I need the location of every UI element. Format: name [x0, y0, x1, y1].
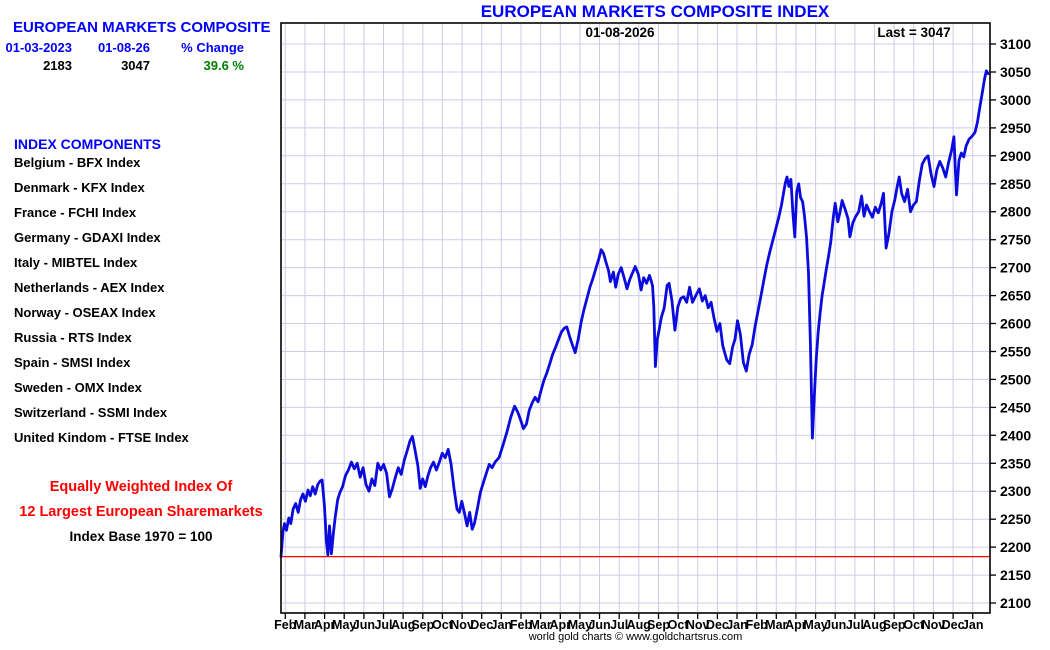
chart-title: EUROPEAN MARKETS COMPOSITE INDEX — [480, 2, 830, 21]
x-axis-tick-label: Aug — [627, 618, 651, 632]
date-range-row: 01-03-2023 01-08-26 % Change — [2, 40, 245, 55]
x-axis-tick-label: Sep — [647, 618, 670, 632]
x-axis-tick-label: Jul — [610, 618, 628, 632]
x-axis-tick-label: May — [568, 618, 592, 632]
plot-border — [280, 22, 991, 614]
x-axis-tick-label: Dec — [706, 618, 729, 632]
component-item: France - FCHI Index — [14, 205, 137, 220]
y-axis-tick-label: 2450 — [1000, 399, 1031, 415]
x-axis-tick-label: May — [803, 618, 827, 632]
component-item: Germany - GDAXI Index — [14, 230, 161, 245]
component-item: Sweden - OMX Index — [14, 380, 142, 395]
panel-title: EUROPEAN MARKETS COMPOSITE — [13, 19, 271, 36]
footer-caption: world gold charts © www.goldchartsrus.co… — [528, 631, 743, 643]
x-axis-tick-label: Sep — [883, 618, 906, 632]
x-axis-tick-label: Jul — [846, 618, 864, 632]
y-axis-tick-label: 2600 — [1000, 316, 1031, 332]
component-item: Netherlands - AEX Index — [14, 280, 165, 295]
y-axis-tick-label: 2350 — [1000, 455, 1031, 471]
x-axis-tick-label: Feb — [510, 618, 533, 632]
y-axis-tick-label: 2400 — [1000, 427, 1031, 443]
x-axis-tick-label: Apr — [785, 618, 807, 632]
start-value: 2183 — [43, 58, 72, 73]
x-axis-tick-label: Oct — [668, 618, 690, 632]
x-axis-tick-label: Mar — [529, 618, 551, 632]
x-axis-tick-label: Jan — [491, 618, 513, 632]
y-axis-tick-label: 3000 — [1000, 92, 1031, 108]
x-axis-tick-label: Jun — [353, 618, 375, 632]
x-axis-tick-label: Jan — [726, 618, 748, 632]
x-axis-tick-label: Jun — [588, 618, 610, 632]
x-axis-tick-label: Feb — [274, 618, 297, 632]
y-axis-tick-label: 2500 — [1000, 371, 1031, 387]
components-list: Belgium - BFX Index Denmark - KFX Index Fr… — [14, 150, 284, 450]
component-item: Switzerland - SSMI Index — [14, 405, 168, 420]
x-axis-tick-label: Feb — [746, 618, 769, 632]
x-axis-tick-label: Aug — [391, 618, 415, 632]
x-axis-tick-label: Jun — [824, 618, 846, 632]
y-axis-tick-label: 2800 — [1000, 204, 1031, 220]
y-axis-tick-label: 2700 — [1000, 260, 1031, 276]
x-axis-tick-label: Mar — [294, 618, 316, 632]
y-axis-tick-label: 2250 — [1000, 511, 1031, 527]
y-axis-tick-label: 2650 — [1000, 288, 1031, 304]
component-item: Denmark - KFX Index — [14, 180, 145, 195]
component-item: United Kindom - FTSE Index — [14, 430, 189, 445]
chart-top-date-label: 01-08-2026 — [585, 25, 655, 40]
component-item: Norway - OSEAX Index — [14, 305, 156, 320]
y-axis-tick-label: 2850 — [1000, 176, 1031, 192]
y-axis-tick-label: 2200 — [1000, 539, 1031, 555]
values-row: 2183 3047 39.6 % — [2, 58, 244, 73]
component-item: Russia - RTS Index — [14, 330, 132, 345]
y-axis-tick-label: 3100 — [1000, 36, 1031, 52]
note-index-base: Index Base 1970 = 100 — [69, 529, 213, 544]
end-value: 3047 — [121, 58, 150, 73]
x-axis-tick-label: May — [332, 618, 356, 632]
y-axis-tick-label: 2550 — [1000, 344, 1031, 360]
x-axis-tick-label: Sep — [411, 618, 434, 632]
x-axis-tick-label: Jan — [962, 618, 984, 632]
x-axis-tick-label: Oct — [432, 618, 454, 632]
x-axis-tick-label: Nov — [922, 618, 946, 632]
y-axis-tick-label: 2950 — [1000, 120, 1031, 136]
x-axis-tick-label: Apr — [314, 618, 336, 632]
x-axis-tick-label: Aug — [862, 618, 886, 632]
end-date-label: 01-08-26 — [97, 40, 150, 55]
components-title: INDEX COMPONENTS — [14, 136, 162, 152]
change-header-label: % Change — [181, 40, 244, 55]
x-axis-tick-label: Jul — [374, 618, 392, 632]
change-value: 39.6 % — [203, 58, 244, 73]
x-axis-tick-label: Dec — [470, 618, 493, 632]
component-item: Italy - MIBTEL Index — [14, 255, 138, 270]
x-axis-tick-label: Oct — [903, 618, 925, 632]
price-line — [279, 69, 990, 558]
x-axis-tick-label: Nov — [686, 618, 710, 632]
y-axis-tick-label: 2100 — [1000, 595, 1031, 611]
last-value-label: Last = 3047 — [877, 25, 951, 40]
note-largest-sharemarkets: 12 Largest European Sharemarkets — [19, 504, 263, 520]
component-item: Spain - SMSI Index — [14, 355, 131, 370]
x-axis-tick-label: Dec — [942, 618, 965, 632]
component-item: Belgium - BFX Index — [14, 155, 141, 170]
y-axis-tick-label: 2750 — [1000, 232, 1031, 248]
x-axis-tick-label: Apr — [550, 618, 572, 632]
note-equally-weighted: Equally Weighted Index Of — [49, 479, 233, 495]
y-axis-tick-label: 3050 — [1000, 64, 1031, 80]
x-axis-tick-label: Mar — [765, 618, 787, 632]
y-axis-tick-label: 2900 — [1000, 148, 1031, 164]
y-axis-tick-label: 2150 — [1000, 567, 1031, 583]
y-axis-tick-label: 2300 — [1000, 483, 1031, 499]
start-date-label: 01-03-2023 — [5, 40, 73, 55]
x-axis-tick-label: Nov — [450, 618, 474, 632]
